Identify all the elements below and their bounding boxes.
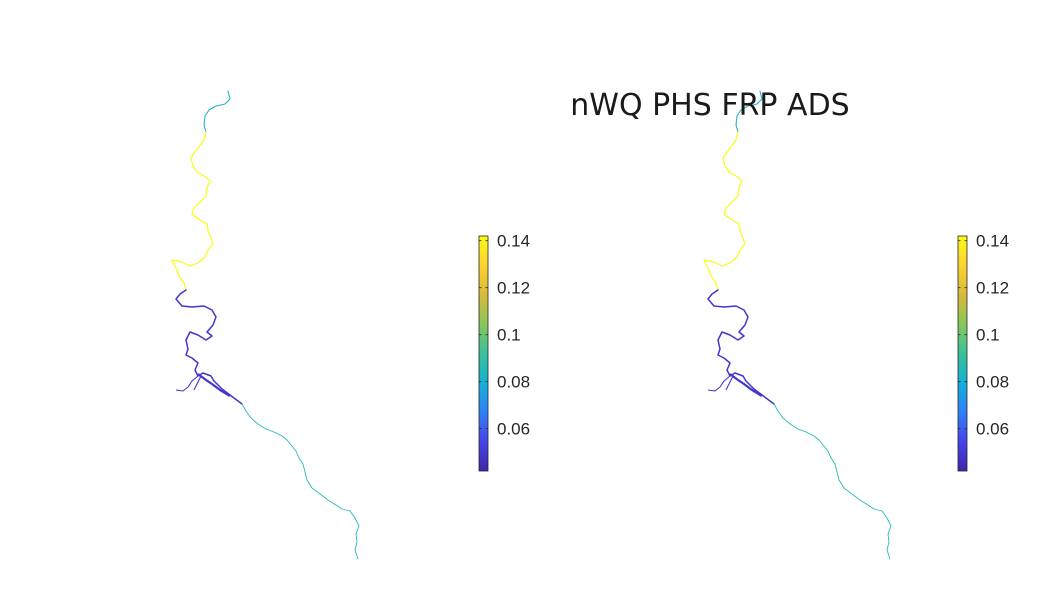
colorbar-tick-label: 0.12 — [497, 279, 530, 298]
colorbar-ticks: 0.14 0.12 0.1 0.08 0.06 — [479, 232, 530, 439]
colorbar: 0.14 0.12 0.1 0.08 0.06 — [957, 232, 1009, 472]
colorbar-gradient — [478, 235, 489, 472]
colorbar: 0.14 0.12 0.1 0.08 0.06 — [478, 232, 530, 472]
river-segment-middle-lower-reach — [175, 289, 243, 405]
river-segment-upper-reach — [735, 90, 763, 133]
river-segment-middle-upper-reach — [171, 131, 214, 291]
river-branch — [193, 375, 202, 391]
colorbar-tick-label: 0.12 — [976, 279, 1009, 298]
colorbar-tick-label: 0.08 — [497, 373, 530, 392]
colorbar-gradient — [957, 235, 968, 472]
colorbar-tick-label: 0.14 — [497, 232, 530, 251]
colorbar-tick-label: 0.06 — [497, 420, 530, 439]
colorbar-tick-label: 0.1 — [976, 326, 1000, 345]
river-segment-lower-reach — [241, 403, 360, 560]
colorbar-tick-label: 0.1 — [497, 326, 521, 345]
river-segment-lower-reach — [773, 403, 892, 560]
left-map-panel: 0.14 0.12 0.1 0.08 0.06 — [171, 90, 530, 560]
river-segment-middle-lower-reach — [707, 289, 775, 405]
river-network — [171, 90, 360, 560]
river-branch — [175, 375, 199, 392]
colorbar-ticks: 0.14 0.12 0.1 0.08 0.06 — [958, 232, 1009, 439]
river-branch — [707, 375, 731, 392]
river-branch — [725, 375, 734, 391]
river-segment-upper-reach — [203, 90, 231, 133]
colorbar-tick-label: 0.08 — [976, 373, 1009, 392]
colorbar-tick-label: 0.14 — [976, 232, 1009, 251]
river-branch — [729, 373, 763, 397]
river-segment-middle-upper-reach — [703, 131, 746, 291]
river-network — [703, 90, 892, 560]
river-branch — [197, 373, 231, 397]
figure-title: nWQ PHS FRP ADS — [570, 88, 850, 123]
colorbar-tick-label: 0.06 — [976, 420, 1009, 439]
right-map-panel: 0.14 0.12 0.1 0.08 0.06 — [703, 90, 1009, 560]
